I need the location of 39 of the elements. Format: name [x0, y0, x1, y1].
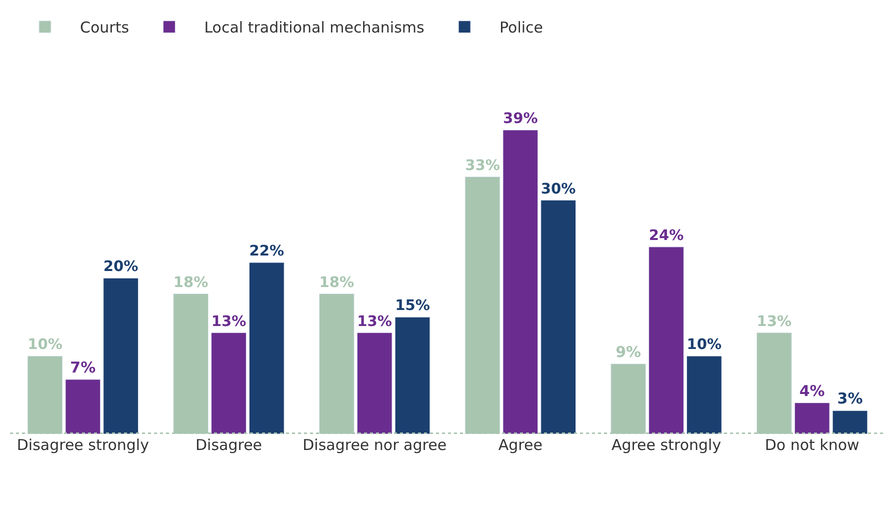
bar — [356, 332, 392, 434]
bar — [648, 246, 684, 434]
data-label: 3% — [837, 390, 863, 408]
bar — [686, 356, 722, 434]
data-label: 13% — [211, 312, 247, 330]
data-label: 4% — [799, 382, 825, 400]
data-label: 24% — [648, 227, 684, 244]
data-label: 15% — [395, 297, 430, 314]
bar — [540, 200, 576, 434]
data-label: 10% — [28, 336, 63, 354]
data-label: 33% — [465, 156, 500, 174]
legend-label: Courts — [80, 18, 130, 37]
bar — [394, 316, 430, 434]
data-label: 18% — [319, 274, 355, 291]
bar — [794, 402, 830, 434]
data-label: 9% — [616, 342, 642, 361]
data-label: 13% — [756, 312, 792, 330]
data-label: 20% — [103, 258, 139, 276]
data-label: 22% — [249, 242, 285, 260]
x-tick-label: Disagree — [195, 436, 262, 454]
data-label: 7% — [70, 358, 96, 376]
bar — [502, 130, 538, 434]
legend-label: Local traditional mechanisms — [204, 18, 425, 37]
bar — [832, 410, 868, 434]
data-label: 10% — [686, 336, 722, 354]
data-label: 39% — [502, 110, 538, 128]
bar — [103, 278, 139, 434]
data-label: 30% — [540, 180, 576, 198]
x-tick-label: Agree strongly — [611, 436, 722, 454]
x-tick-label: Do not know — [764, 436, 860, 454]
data-label: 18% — [173, 274, 209, 291]
data-label: 13% — [357, 312, 392, 330]
bar — [248, 262, 284, 434]
bar — [211, 332, 246, 434]
x-tick-label: Disagree strongly — [16, 436, 150, 454]
x-tick-label: Agree — [498, 436, 542, 454]
legend-label: Police — [500, 18, 544, 37]
x-tick-label: Disagree nor agree — [302, 436, 447, 454]
bar — [65, 379, 101, 434]
